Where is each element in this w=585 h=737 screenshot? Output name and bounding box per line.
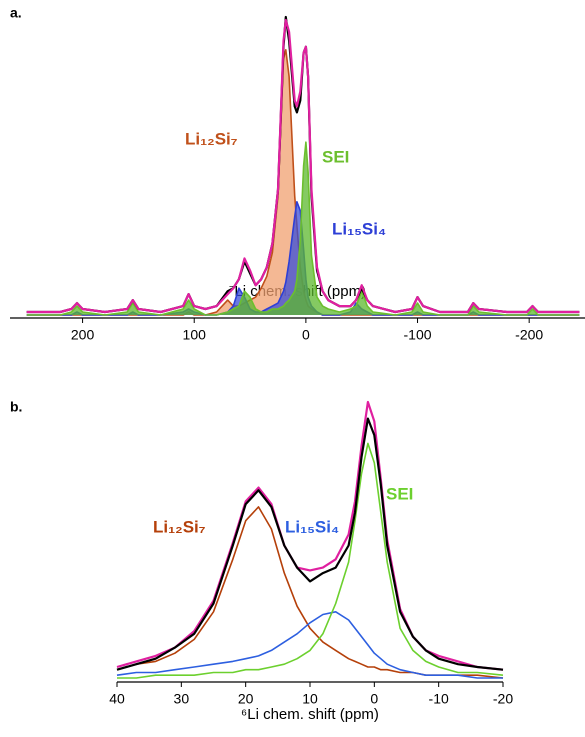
x-tick-label: -200 — [515, 327, 543, 343]
x-tick-label: 30 — [174, 691, 190, 707]
x-tick-label: 40 — [109, 691, 125, 707]
area — [26, 142, 580, 315]
series-label: Li₁₂Si₇ — [185, 129, 238, 148]
x-tick-label: 0 — [302, 327, 310, 343]
panel-label: b. — [10, 399, 22, 415]
line — [117, 442, 504, 679]
x-tick-label: 100 — [183, 327, 207, 343]
x-tick-label: 20 — [238, 691, 254, 707]
panel-label: a. — [10, 5, 22, 21]
x-tick-label: 10 — [302, 691, 318, 707]
line — [26, 18, 580, 314]
series-label: SEI — [386, 484, 413, 503]
x-tick-label: 0 — [370, 691, 378, 707]
x-tick-label: -100 — [404, 327, 432, 343]
line — [116, 417, 504, 671]
x-tick-label: -20 — [493, 691, 513, 707]
series-label: Li₁₅Si₄ — [285, 517, 339, 536]
series-label: Li₁₂Si₇ — [153, 517, 206, 536]
line — [26, 141, 580, 316]
line — [116, 611, 503, 679]
x-axis-label: ⁶Li chem. shift (ppm) — [241, 706, 379, 723]
x-tick-label: 200 — [71, 327, 95, 343]
series-label: Li₁₅Si₄ — [332, 219, 386, 238]
series-label: SEI — [322, 147, 349, 166]
x-tick-label: -10 — [429, 691, 449, 707]
